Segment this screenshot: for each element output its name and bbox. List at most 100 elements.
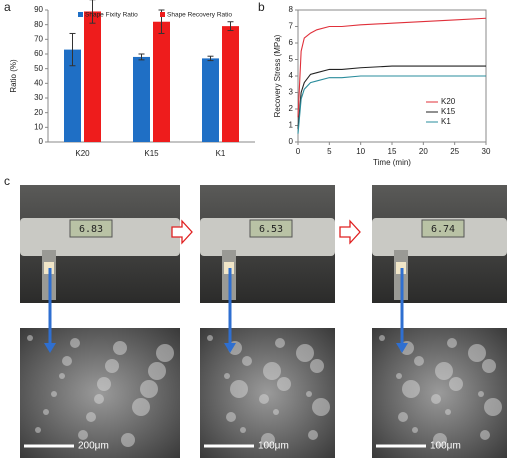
pore [156, 344, 174, 362]
legend-label: K15 [441, 107, 456, 116]
pore [43, 409, 49, 415]
x-tick-label: 5 [327, 147, 332, 156]
bar [222, 26, 239, 143]
pore [296, 344, 314, 362]
pore [396, 373, 402, 379]
lcd [249, 219, 293, 238]
x-tick-label: K15 [144, 149, 159, 158]
pore [398, 412, 408, 422]
blue-arrowhead [224, 343, 236, 353]
pore [414, 356, 424, 366]
pore [275, 338, 285, 348]
y-tick-label: 3 [289, 88, 294, 97]
pore [261, 433, 275, 447]
pore [277, 377, 291, 391]
x-tick-label: 15 [388, 147, 397, 156]
pore [226, 412, 236, 422]
pore [312, 398, 330, 416]
y-tick-label: 80 [34, 20, 43, 29]
pore [242, 356, 252, 366]
pore [435, 362, 453, 380]
y-tick-label: 20 [34, 108, 43, 117]
y-axis-label: Recovery Stress (MPa) [273, 34, 282, 117]
lcd-reading: 6.53 [259, 224, 283, 235]
y-tick-label: 40 [34, 78, 43, 87]
x-tick-label: 20 [419, 147, 428, 156]
pore [148, 362, 166, 380]
pore [433, 433, 447, 447]
legend-swatch [78, 12, 83, 17]
x-tick-label: 0 [296, 147, 301, 156]
lcd [421, 219, 465, 238]
y-tick-label: 2 [289, 104, 294, 113]
y-tick-label: 7 [289, 22, 294, 31]
pore [59, 373, 65, 379]
error-bar [138, 53, 145, 61]
scale-bar-label: 100μm [258, 441, 289, 452]
x-tick-label: K1 [216, 149, 226, 158]
process-arrow [171, 219, 193, 245]
y-tick-label: 60 [34, 49, 43, 58]
pore [379, 335, 385, 341]
x-tick-label: 10 [356, 147, 365, 156]
error-bar [227, 21, 234, 32]
pore [132, 398, 150, 416]
pore [484, 398, 502, 416]
scale-bar-label: 200μm [78, 441, 109, 452]
pore [121, 433, 135, 447]
pore [431, 394, 441, 404]
pore [27, 335, 33, 341]
y-tick-label: 90 [34, 5, 43, 14]
pore [70, 338, 80, 348]
legend-label: Shape Fixity Ratio [85, 12, 138, 19]
y-tick-label: 5 [289, 55, 294, 64]
y-tick-label: 6 [289, 38, 294, 47]
pore [35, 427, 41, 433]
pore [273, 409, 279, 415]
pore [207, 335, 213, 341]
panel-label: c [4, 174, 10, 188]
bar [153, 21, 170, 142]
line [297, 75, 486, 134]
lcd-reading: 6.83 [79, 224, 103, 235]
legend-label: Shape Recovery Ratio [167, 12, 232, 19]
bar [202, 58, 219, 142]
lcd [69, 219, 113, 238]
y-tick-label: 8 [289, 5, 294, 14]
x-axis-label: Time (min) [373, 158, 411, 167]
y-tick-label: 30 [34, 93, 43, 102]
error-bar [69, 32, 76, 67]
pore [97, 377, 111, 391]
blue-arrowhead [396, 343, 408, 353]
panel-label: b [258, 0, 265, 14]
pore [62, 356, 72, 366]
line [297, 65, 486, 129]
x-tick-label: 25 [450, 147, 459, 156]
pore [51, 391, 57, 397]
pore [78, 430, 88, 440]
pore [468, 344, 486, 362]
pore [402, 380, 420, 398]
pore [412, 427, 418, 433]
pore [480, 430, 490, 440]
pore [482, 359, 496, 373]
y-tick-label: 1 [289, 121, 294, 130]
bar [133, 56, 150, 142]
y-tick-label: 0 [289, 137, 294, 146]
pore [94, 394, 104, 404]
legend-swatch [160, 12, 165, 17]
y-tick-label: 0 [39, 137, 44, 146]
pore [478, 391, 484, 397]
x-tick-label: K20 [75, 149, 90, 158]
pore [308, 430, 318, 440]
x-tick-label: 30 [482, 147, 491, 156]
pore [445, 409, 451, 415]
pore [449, 377, 463, 391]
y-axis-label: Ratio (%) [9, 59, 18, 93]
pore [263, 362, 281, 380]
legend-label: K1 [441, 117, 451, 126]
blue-arrowhead [44, 343, 56, 353]
panel-label: a [4, 0, 11, 14]
error-bar [89, 0, 96, 24]
